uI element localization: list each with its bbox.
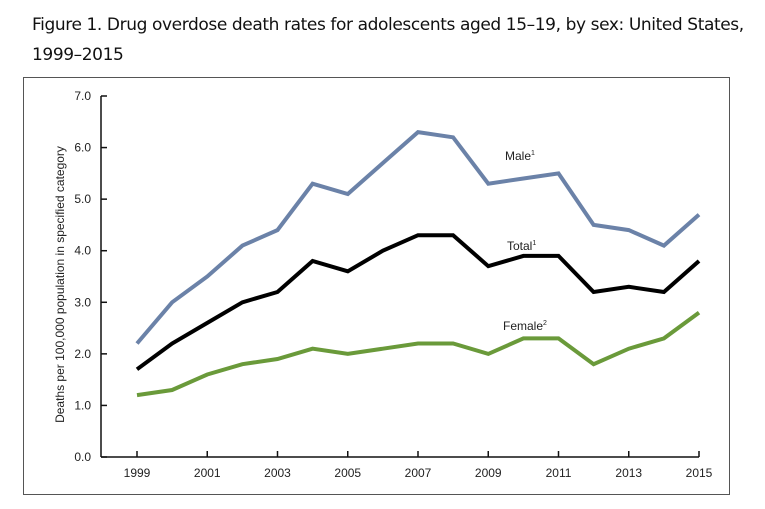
- y-tick-label: 3.0: [74, 295, 91, 309]
- y-tick-label: 1.0: [74, 398, 91, 412]
- x-tick-label: 2011: [546, 466, 572, 480]
- x-tick-label: 2005: [334, 466, 361, 480]
- y-tick-label: 4.0: [74, 244, 91, 258]
- axes: 0.0 1.0 2.0 3.0 4.0 5.0 6.0 7.0 1999 2001 2003 2005…: [53, 89, 713, 480]
- footnote-marker: 1: [531, 150, 535, 157]
- x-tick-label: 2013: [615, 466, 642, 480]
- x-tick-label: 2001: [194, 466, 221, 480]
- y-tick-label: 2.0: [74, 347, 91, 361]
- x-tick-label: 2015: [686, 466, 713, 480]
- series-group: [135, 129, 701, 398]
- x-tick-label: 1999: [124, 466, 151, 480]
- y-tick-label: 6.0: [74, 141, 91, 155]
- footnote-marker: 1: [532, 240, 536, 247]
- series-labels: Male1 Total1 Female2: [503, 149, 547, 333]
- y-tick-label: 0.0: [74, 450, 91, 464]
- footnote-marker: 2: [543, 320, 547, 327]
- x-tick-label: 2007: [405, 466, 432, 480]
- series-line-male: [135, 129, 701, 345]
- chart-frame: [23, 77, 730, 495]
- x-tick-label: 2003: [264, 466, 291, 480]
- series-label-total: Total1: [507, 239, 536, 253]
- series-label-male: Male1: [505, 149, 535, 163]
- y-tick-label: 5.0: [74, 192, 91, 206]
- x-tick-label: 2009: [475, 466, 502, 480]
- y-tick-label: 7.0: [74, 89, 91, 103]
- y-axis-label: Deaths per 100,000 population in specifi…: [53, 146, 67, 423]
- series-line-total: [135, 233, 701, 371]
- chart-title: Figure 1. Drug overdose death rates for …: [32, 15, 744, 65]
- series-label-female: Female2: [503, 319, 547, 333]
- series-line-female: [136, 310, 701, 398]
